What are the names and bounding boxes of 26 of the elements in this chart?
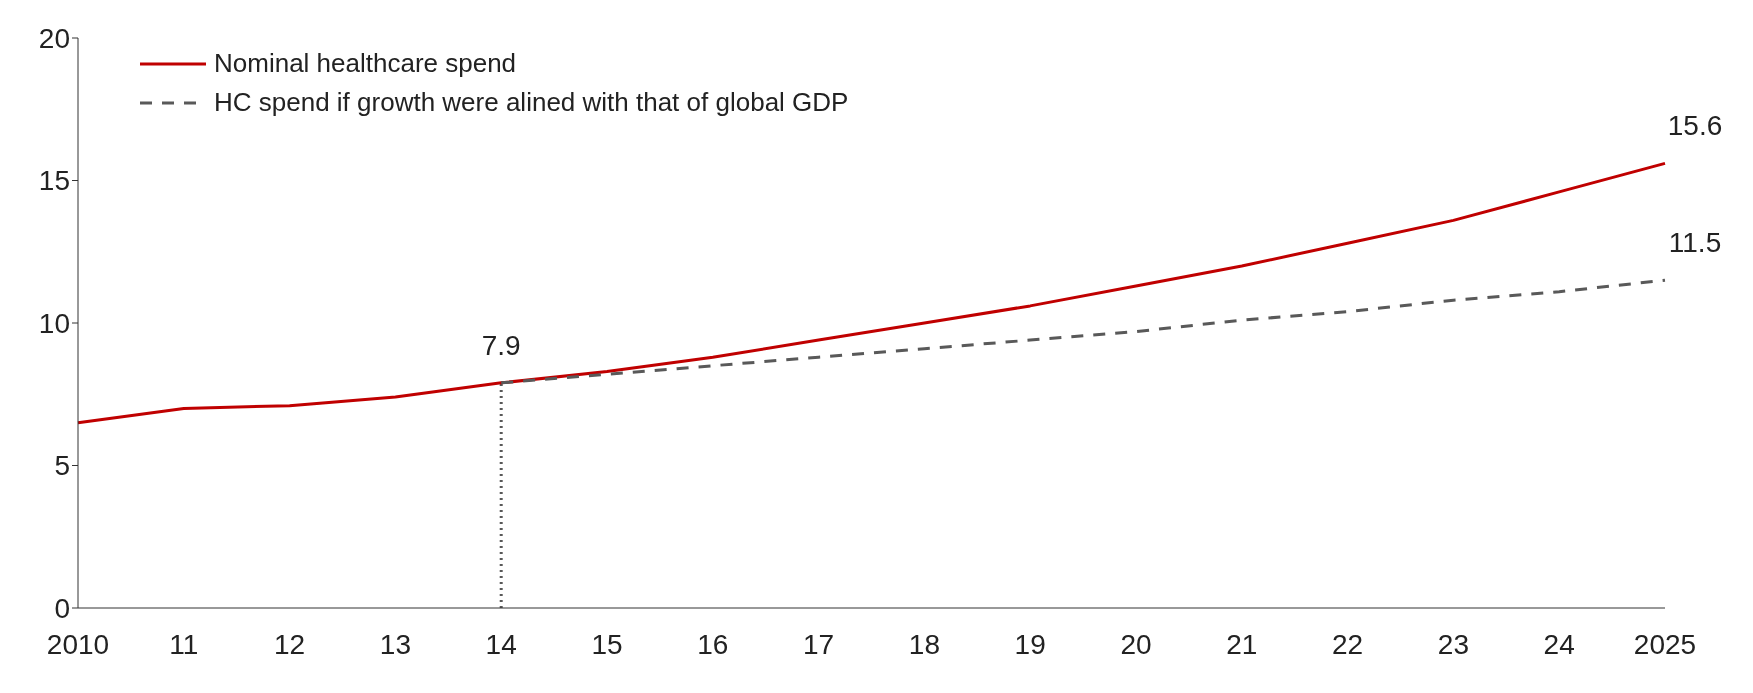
legend-label: Nominal healthcare spend	[214, 48, 517, 79]
x-tick-label: 23	[1437, 628, 1469, 660]
x-tick-label: 16	[697, 628, 729, 660]
x-tick-label: 11	[169, 628, 199, 660]
x-tick-label: 18	[908, 628, 940, 660]
y-tick-label: 15	[38, 165, 70, 197]
x-tick-label: 21	[1226, 628, 1258, 660]
x-tick-label: 20	[1120, 628, 1152, 660]
data-label: 7.9	[481, 329, 521, 361]
x-tick-label: 12	[274, 628, 306, 660]
data-label: 15.6	[1667, 110, 1723, 142]
x-tick-label: 17	[803, 628, 835, 660]
x-tick-label: 13	[379, 628, 411, 660]
legend-label: HC spend if growth were alined with that of global GDP	[214, 87, 849, 118]
x-tick-label: 2025	[1633, 628, 1697, 660]
x-tick-label: 14	[485, 628, 517, 660]
data-label: 11.5	[1668, 227, 1722, 259]
x-tick-label: 2010	[46, 628, 110, 660]
x-tick-label: 15	[591, 628, 623, 660]
x-tick-label: 24	[1543, 628, 1575, 660]
y-tick-label: 20	[38, 22, 70, 54]
y-tick-label: 0	[54, 592, 70, 624]
y-tick-label: 5	[54, 450, 70, 482]
x-tick-label: 19	[1014, 628, 1046, 660]
x-tick-label: 22	[1332, 628, 1364, 660]
y-tick-label: 10	[38, 307, 70, 339]
